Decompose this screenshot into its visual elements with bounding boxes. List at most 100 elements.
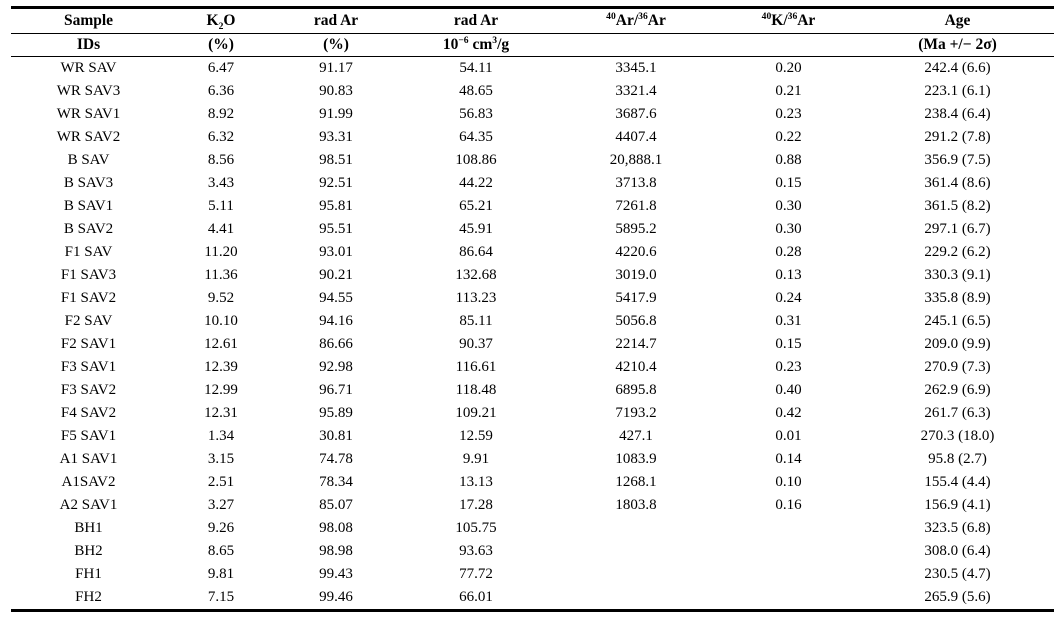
table-cell: 238.4 (6.4) (924, 106, 991, 122)
table-cell: F1 SAV (64, 244, 113, 260)
table-cell: 245.1 (6.5) (924, 313, 991, 329)
header-cell (716, 33, 861, 57)
table-cell: 4407.4 (615, 129, 657, 145)
table-row: WR SAV3 6.36 90.83 48.65 3321.4 0.21 223.1 (6.… (11, 80, 1054, 103)
table-cell: 291.2 (7.8) (924, 129, 991, 145)
header-cell: (%) (276, 33, 396, 57)
table-cell: F1 SAV3 (60, 267, 117, 283)
table-cell: F2 SAV (64, 313, 113, 329)
table-cell: 92.98 (319, 359, 353, 375)
table-cell: A1 SAV1 (59, 451, 118, 467)
table-cell: 156.9 (4.1) (924, 497, 991, 513)
table-cell: 17.28 (459, 497, 493, 513)
header-row-1: Sample K2O rad Ar rad Ar 40Ar/36Ar 40K/36Ar Ag… (11, 7, 1054, 34)
table-cell: F5 SAV1 (60, 428, 117, 444)
table-cell: 1.34 (207, 428, 235, 444)
table-cell: 91.99 (319, 106, 353, 122)
table-cell: 93.63 (459, 543, 493, 559)
table-cell: 66.01 (459, 589, 493, 605)
table-cell: 56.83 (459, 106, 493, 122)
table-cell: 0.30 (775, 198, 802, 214)
table-cell: 5056.8 (615, 313, 657, 329)
table-cell: 118.48 (455, 382, 497, 398)
table-cell: 1803.8 (615, 497, 657, 513)
table-cell: 74.78 (319, 451, 353, 467)
table-cell: 0.42 (775, 405, 802, 421)
table-cell: 86.64 (459, 244, 493, 260)
table-row: F3 SAV2 12.99 96.71 118.48 6895.8 0.40 262.9 (… (11, 379, 1054, 402)
table-cell: 261.7 (6.3) (924, 405, 991, 421)
table-cell: A1SAV2 (61, 474, 116, 490)
document-page: Sample K2O rad Ar rad Ar 40Ar/36Ar 40K/36Ar Ag… (0, 6, 1064, 628)
table-cell: 5.11 (208, 198, 234, 214)
table-row: F5 SAV1 1.34 30.81 12.59 427.1 0.01 270.3 (18.… (11, 425, 1054, 448)
header-cell: rad Ar (276, 7, 396, 34)
table-cell: 262.9 (6.9) (924, 382, 991, 398)
table-cell: 9.52 (207, 290, 235, 306)
table-cell: 6.47 (207, 60, 235, 76)
table-row: F1 SAV 11.20 93.01 86.64 4220.6 0.28 229.2 (6.… (11, 241, 1054, 264)
table-header: Sample K2O rad Ar rad Ar 40Ar/36Ar 40K/36Ar Ag… (11, 7, 1054, 57)
table-cell: BH1 (74, 520, 103, 536)
table-cell: 0.28 (775, 244, 802, 260)
table-cell: 0.30 (775, 221, 802, 237)
table-row: BH1 9.26 98.08 105.75 323.5 (6.8) (11, 517, 1054, 540)
header-cell: (%) (166, 33, 276, 57)
table-cell: 90.37 (459, 336, 493, 352)
table-cell: 6.32 (207, 129, 235, 145)
table-cell: 85.11 (459, 313, 493, 329)
table-cell: 90.21 (319, 267, 353, 283)
table-cell (556, 517, 716, 540)
table-cell: 0.22 (775, 129, 802, 145)
table-cell: 0.13 (775, 267, 802, 283)
table-cell: 93.31 (319, 129, 353, 145)
header-cell: 40K/36Ar (716, 7, 861, 34)
table-cell: 155.4 (4.4) (924, 474, 991, 490)
argon-geochronology-table: Sample K2O rad Ar rad Ar 40Ar/36Ar 40K/36Ar Ag… (11, 6, 1054, 612)
table-cell: 12.59 (459, 428, 493, 444)
table-cell: 4210.4 (615, 359, 657, 375)
table-cell: 230.5 (4.7) (924, 566, 991, 582)
table-cell: 308.0 (6.4) (924, 543, 991, 559)
table-cell: F2 SAV1 (60, 336, 117, 352)
table-row: F2 SAV 10.10 94.16 85.11 5056.8 0.31 245.1 (6.… (11, 310, 1054, 333)
table-cell: 98.51 (319, 152, 353, 168)
table-cell: 12.39 (204, 359, 238, 375)
table-cell: 1268.1 (615, 474, 657, 490)
table-cell: WR SAV2 (56, 129, 121, 145)
header-cell: Age (861, 7, 1054, 34)
table-cell: 3687.6 (615, 106, 657, 122)
table-cell: 9.91 (462, 451, 490, 467)
table-cell: 7.15 (207, 589, 235, 605)
table-cell: 3.27 (207, 497, 235, 513)
table-cell: B SAV3 (63, 175, 114, 191)
table-row: F2 SAV1 12.61 86.66 90.37 2214.7 0.15 209.0 (9… (11, 333, 1054, 356)
table-cell: 6.36 (207, 83, 235, 99)
table-cell: 0.01 (775, 428, 802, 444)
table-cell: 1083.9 (615, 451, 657, 467)
table-cell: WR SAV (60, 60, 117, 76)
table-cell: 8.65 (207, 543, 235, 559)
header-cell: IDs (11, 33, 166, 57)
header-row-2: IDs (%) (%) 10−6 cm3/g (Ma +/− 2σ) (11, 33, 1054, 57)
table-cell: 109.21 (455, 405, 497, 421)
table-cell: 12.61 (204, 336, 238, 352)
table-cell (716, 586, 861, 611)
table-cell: 361.5 (8.2) (924, 198, 991, 214)
table-cell: 3.43 (207, 175, 235, 191)
table-cell: 9.26 (207, 520, 235, 536)
table-cell: 0.20 (775, 60, 802, 76)
table-row: BH2 8.65 98.98 93.63 308.0 (6.4) (11, 540, 1054, 563)
table-cell: 113.23 (455, 290, 497, 306)
table-cell: 116.61 (455, 359, 497, 375)
table-cell: 0.23 (775, 106, 802, 122)
table-cell: 78.34 (319, 474, 353, 490)
table-cell (556, 540, 716, 563)
table-cell: 98.08 (319, 520, 353, 536)
table-cell (556, 586, 716, 611)
table-cell: 0.23 (775, 359, 802, 375)
table-cell: B SAV2 (63, 221, 114, 237)
table-cell: 10.10 (204, 313, 238, 329)
table-cell: 5895.2 (615, 221, 657, 237)
table-cell: 0.24 (775, 290, 802, 306)
